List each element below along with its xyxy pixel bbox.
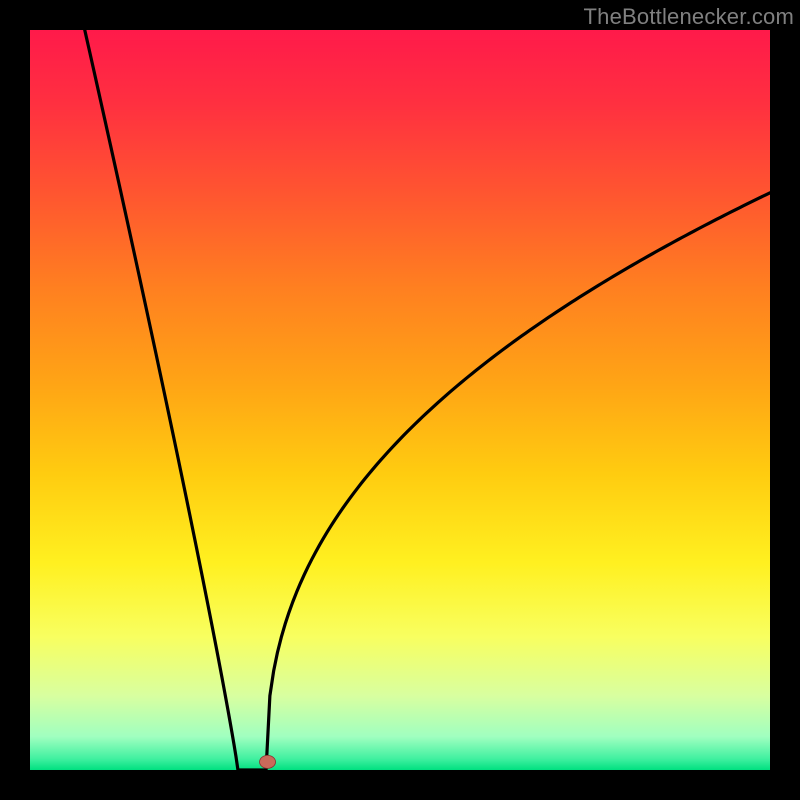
figure-root: TheBottlenecker.com [0, 0, 800, 800]
plot-svg [0, 0, 800, 800]
gradient-background [30, 30, 770, 770]
valley-marker [260, 755, 276, 768]
watermark-label: TheBottlenecker.com [584, 4, 794, 30]
